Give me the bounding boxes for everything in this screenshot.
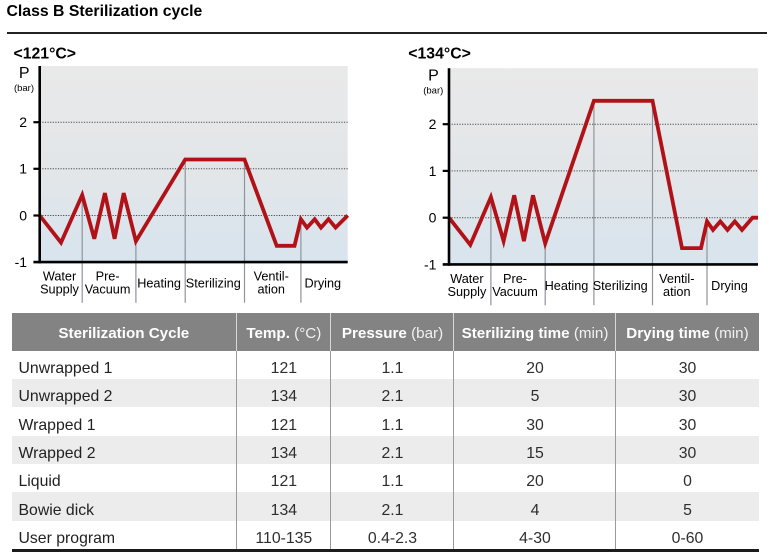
- svg-text:<121°C>: <121°C>: [14, 46, 77, 63]
- svg-text:Supply: Supply: [40, 283, 79, 297]
- svg-text:<134°C>: <134°C>: [408, 46, 471, 63]
- svg-text:-1: -1: [424, 256, 437, 272]
- svg-text:-1: -1: [15, 254, 28, 270]
- svg-text:ation: ation: [663, 285, 691, 299]
- svg-text:Supply: Supply: [448, 285, 487, 299]
- svg-text:Drying: Drying: [711, 279, 748, 293]
- svg-text:1: 1: [429, 163, 437, 179]
- svg-text:Sterilizing: Sterilizing: [186, 277, 241, 291]
- svg-text:Ventil-: Ventil-: [254, 270, 289, 284]
- svg-text:(bar): (bar): [423, 86, 443, 97]
- svg-text:P: P: [19, 65, 30, 82]
- svg-text:Water: Water: [450, 272, 484, 286]
- svg-text:2: 2: [429, 116, 437, 132]
- svg-text:Ventil-: Ventil-: [659, 272, 694, 286]
- svg-text:1: 1: [19, 161, 27, 177]
- svg-text:P: P: [428, 68, 439, 85]
- svg-text:(bar): (bar): [14, 83, 34, 94]
- svg-text:Heating: Heating: [137, 277, 181, 291]
- svg-text:Drying: Drying: [304, 277, 341, 291]
- svg-text:0: 0: [19, 207, 27, 223]
- svg-text:Water: Water: [43, 270, 77, 284]
- svg-text:0: 0: [429, 210, 437, 226]
- svg-text:Vacuum: Vacuum: [492, 285, 538, 299]
- svg-text:Pre-: Pre-: [96, 270, 120, 284]
- svg-text:Pre-: Pre-: [503, 272, 527, 286]
- svg-text:Heating: Heating: [545, 279, 589, 293]
- svg-text:Sterilizing: Sterilizing: [593, 279, 648, 293]
- svg-text:2: 2: [19, 114, 27, 130]
- svg-text:Vacuum: Vacuum: [85, 283, 131, 297]
- svg-text:ation: ation: [257, 283, 285, 297]
